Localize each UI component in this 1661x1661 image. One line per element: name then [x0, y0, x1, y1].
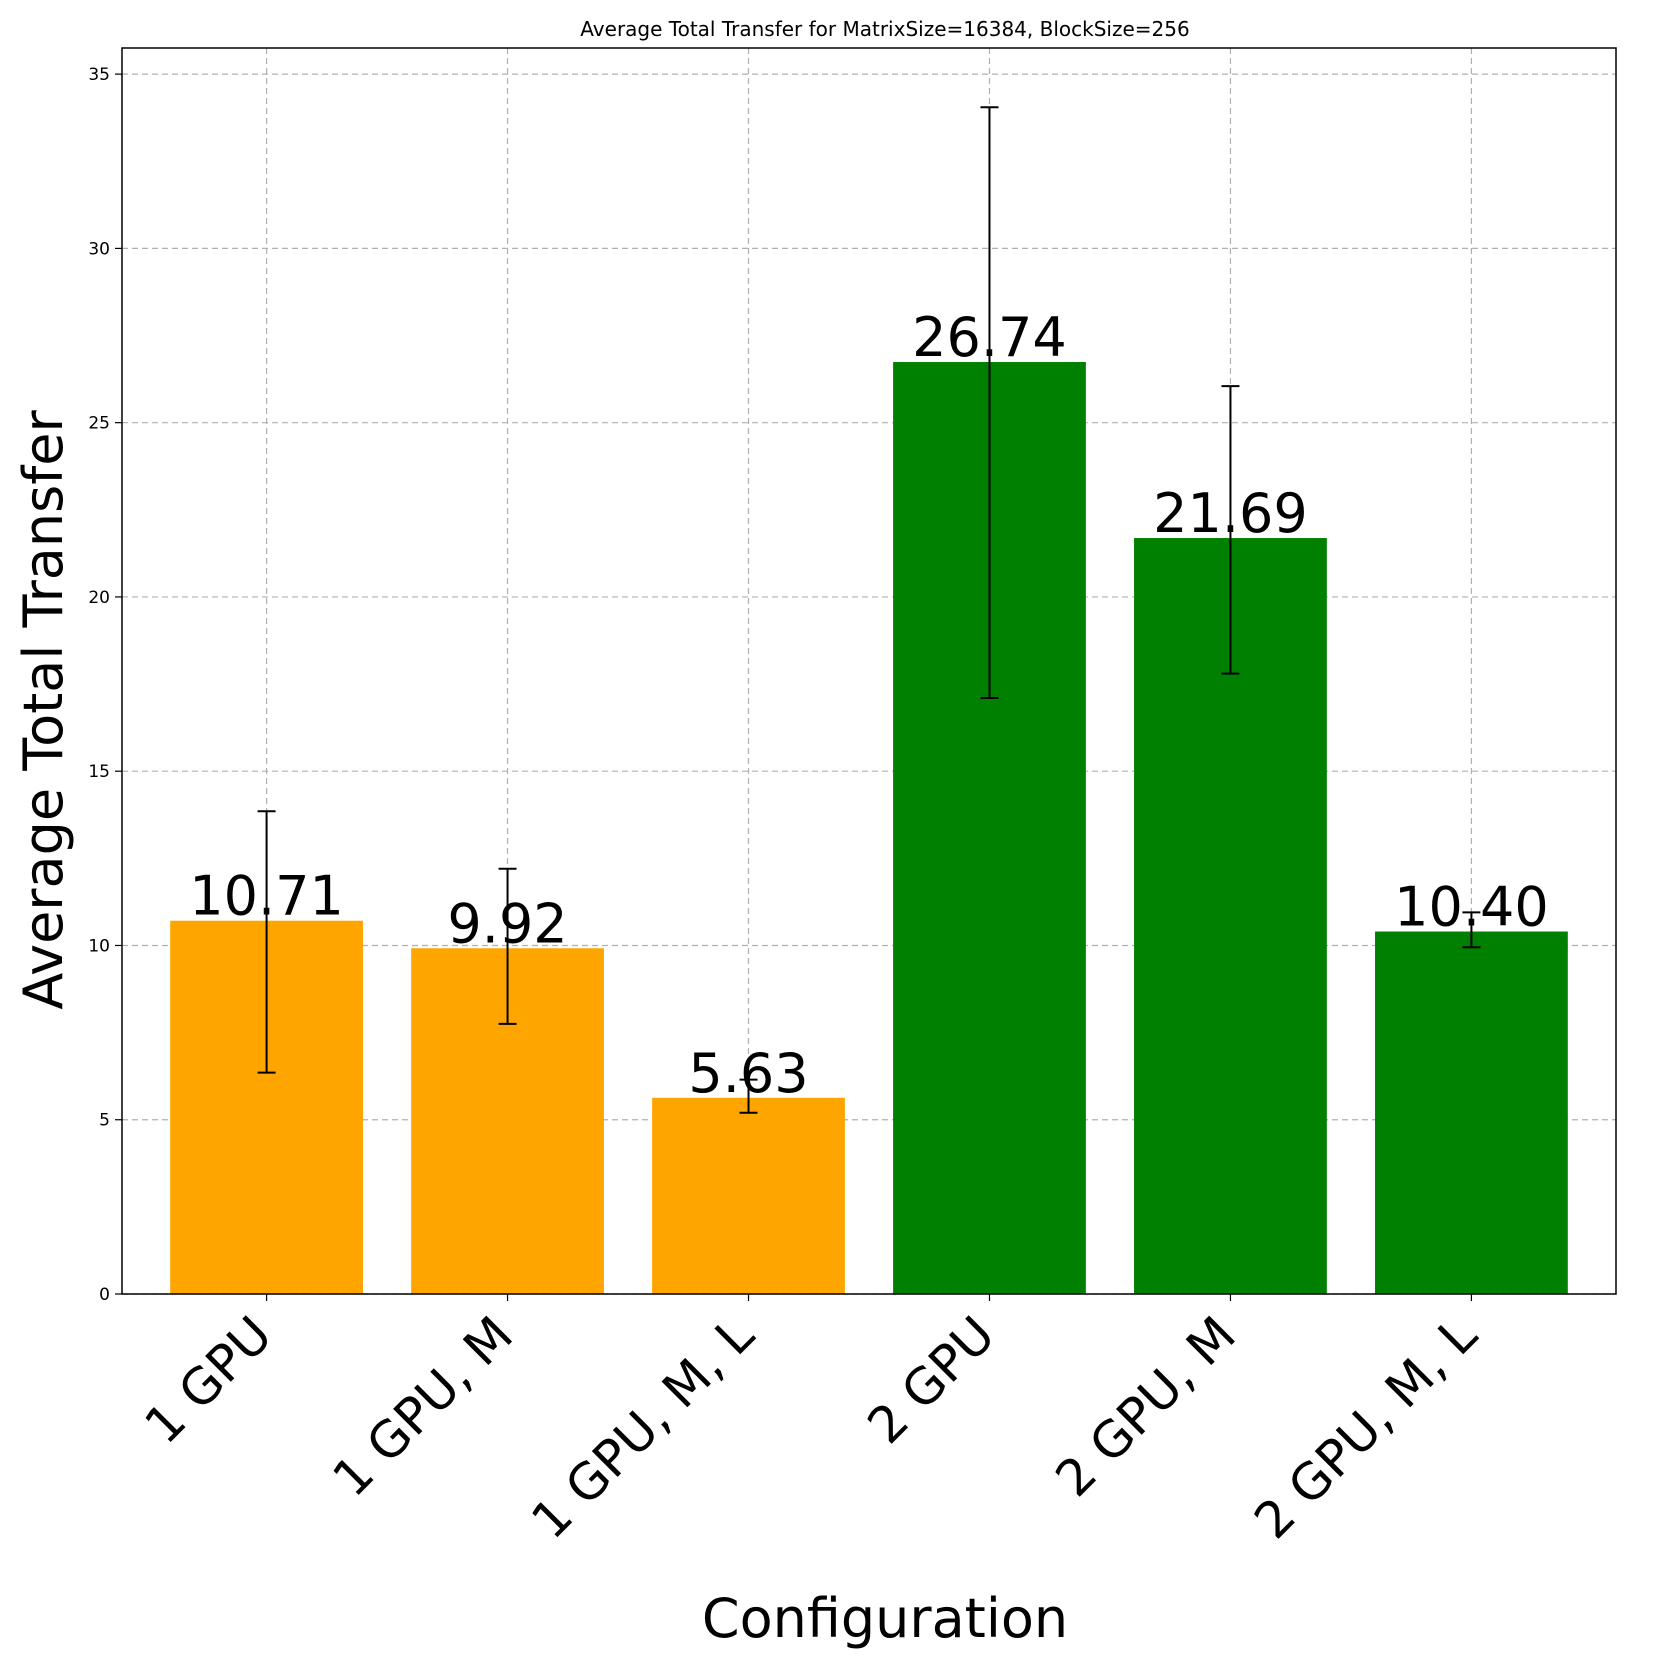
x-axis-title: Configuration — [702, 1587, 1068, 1650]
y-tick-label: 10 — [88, 936, 110, 956]
y-axis-title: Average Total Transfer — [12, 410, 75, 1010]
data-labels: 10.71 9.92 5.63 26.74 21.69 10.40 — [189, 306, 1548, 1105]
y-tick-label: 5 — [99, 1111, 110, 1131]
bar-value-label: 9.92 — [447, 892, 567, 955]
y-tick-label: 30 — [88, 239, 110, 259]
bar-value-label: 10.71 — [189, 865, 344, 928]
bars — [170, 362, 1568, 1294]
y-tick-label: 0 — [99, 1285, 110, 1305]
bar — [1375, 931, 1568, 1294]
plot-area-frame — [121, 47, 1617, 1295]
bar-value-label: 21.69 — [1153, 482, 1308, 545]
y-tick-label: 15 — [88, 762, 110, 782]
y-tick-label: 35 — [88, 65, 110, 85]
y-tick-label: 20 — [88, 588, 110, 608]
bar-value-label: 10.40 — [1394, 876, 1549, 939]
error-bars — [257, 106, 1481, 1114]
y-tick-label: 25 — [88, 414, 110, 434]
y-axis: 0 5 10 15 20 25 30 35 — [88, 65, 122, 1305]
bar-value-label: 26.74 — [912, 306, 1067, 369]
bar-value-label: 5.63 — [688, 1042, 808, 1105]
chart-title: Average Total Transfer for MatrixSize=16… — [580, 17, 1189, 41]
bar — [652, 1097, 845, 1294]
